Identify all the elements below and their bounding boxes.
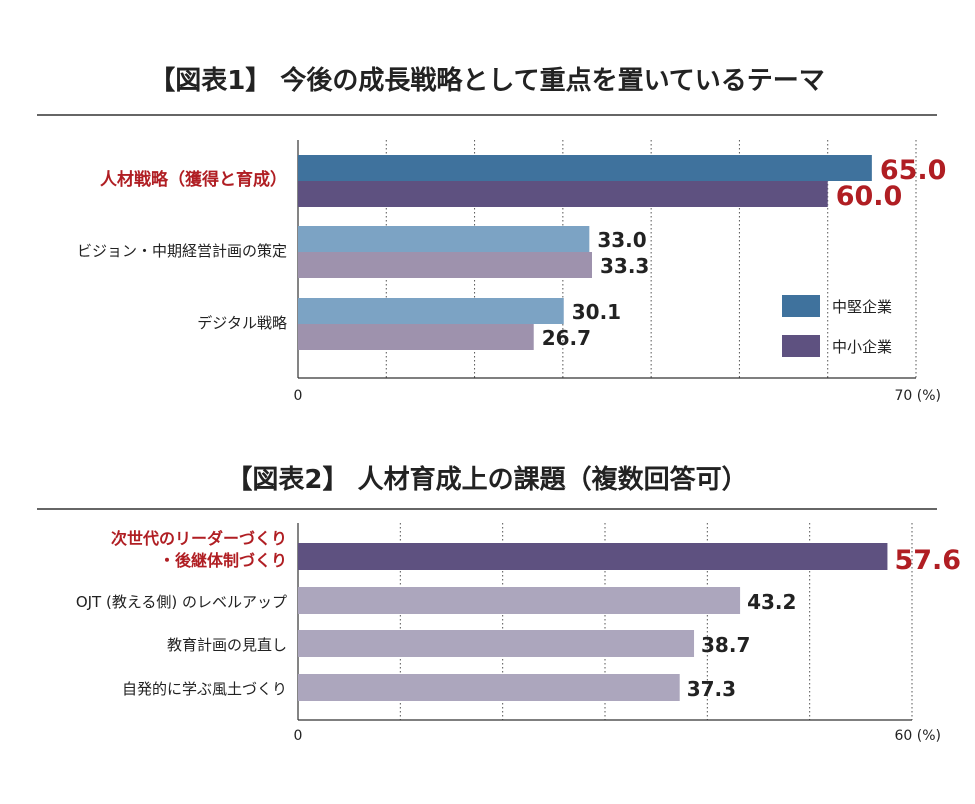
chart1-bar bbox=[298, 252, 592, 278]
chart2-title: 【図表2】 人材育成上の課題（複数回答可） bbox=[226, 464, 747, 495]
chart1-legend-label: 中堅企業 bbox=[832, 298, 892, 316]
chart1-legend-swatch bbox=[782, 295, 820, 317]
chart1-tick-label: 0 bbox=[294, 388, 303, 404]
chart1-bar bbox=[298, 181, 828, 207]
chart2-bar bbox=[298, 587, 741, 614]
chart1-tick-label: 70 (%) bbox=[895, 388, 942, 404]
chart1-category-label: ビジョン・中期経営計画の策定 bbox=[77, 242, 287, 260]
chart2-tick-label: 60 (%) bbox=[895, 728, 942, 744]
chart2-bar bbox=[298, 543, 888, 570]
chart1-data-label: 30.1 bbox=[572, 300, 621, 324]
chart1-data-label: 26.7 bbox=[542, 326, 591, 350]
chart2-data-label: 38.7 bbox=[701, 633, 750, 657]
chart1-data-label: 60.0 bbox=[836, 181, 903, 212]
chart2-category-label: ・後継体制づくり bbox=[159, 551, 287, 570]
chart1-category-label: デジタル戦略 bbox=[197, 314, 287, 332]
chart2-category-label: 教育計画の見直し bbox=[167, 636, 287, 654]
chart1-bar bbox=[298, 155, 872, 181]
chart2-data-label: 57.6 bbox=[894, 545, 961, 576]
chart2-group: 【図表2】 人材育成上の課題（複数回答可） 次世代のリーダーづくり・後継体制づくり… bbox=[37, 464, 961, 744]
chart2-category-label: 自発的に学ぶ風土づくり bbox=[122, 680, 287, 698]
chart1-legend-swatch bbox=[782, 335, 820, 357]
chart1-bar bbox=[298, 298, 564, 324]
chart2-data-label: 37.3 bbox=[687, 677, 736, 701]
chart2-tick-label: 0 bbox=[294, 728, 303, 744]
chart1-bar bbox=[298, 226, 590, 252]
chart2-category-label: OJT (教える側) のレベルアップ bbox=[76, 593, 287, 611]
chart2-bar bbox=[298, 674, 680, 701]
chart2-bar bbox=[298, 630, 695, 657]
chart1-title: 【図表1】 今後の成長戦略として重点を置いているテーマ bbox=[149, 65, 825, 96]
chart1-legend-label: 中小企業 bbox=[832, 338, 892, 356]
chart1-category-label: 人材戦略（獲得と育成） bbox=[100, 169, 287, 190]
chart1-data-label: 65.0 bbox=[880, 155, 947, 186]
chart1-bar bbox=[298, 324, 534, 350]
chart2-category-label: 次世代のリーダーづくり bbox=[111, 529, 287, 548]
chart1-data-label: 33.0 bbox=[597, 228, 646, 252]
chart1-data-label: 33.3 bbox=[600, 254, 649, 278]
chart2-data-label: 43.2 bbox=[747, 590, 796, 614]
